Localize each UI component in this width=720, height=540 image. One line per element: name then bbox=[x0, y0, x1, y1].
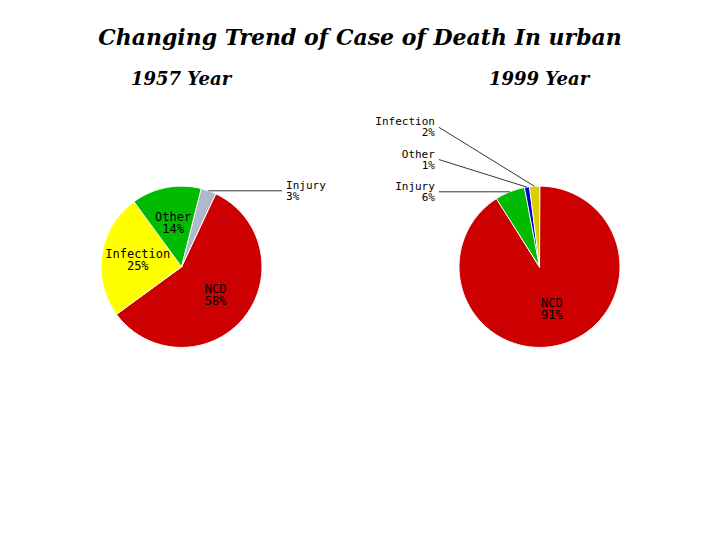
svg-text:Other14%: Other14% bbox=[155, 210, 191, 236]
svg-text:Injury6%: Injury6% bbox=[395, 180, 435, 204]
svg-text:Infection2%: Infection2% bbox=[375, 115, 435, 139]
svg-text:Other1%: Other1% bbox=[402, 148, 435, 172]
html-text:1999 Year: 1999 Year bbox=[488, 68, 590, 89]
html-text:1957 Year: 1957 Year bbox=[130, 68, 232, 89]
svg-text:Injury3%: Injury3% bbox=[286, 179, 326, 203]
html-text:Changing Trend of Case of Deat: Changing Trend of Case of Death In urban bbox=[98, 24, 622, 50]
svg-text:NCD91%: NCD91% bbox=[541, 296, 563, 322]
svg-text:NCD58%: NCD58% bbox=[205, 282, 227, 308]
svg-text:Infection25%: Infection25% bbox=[105, 247, 170, 273]
